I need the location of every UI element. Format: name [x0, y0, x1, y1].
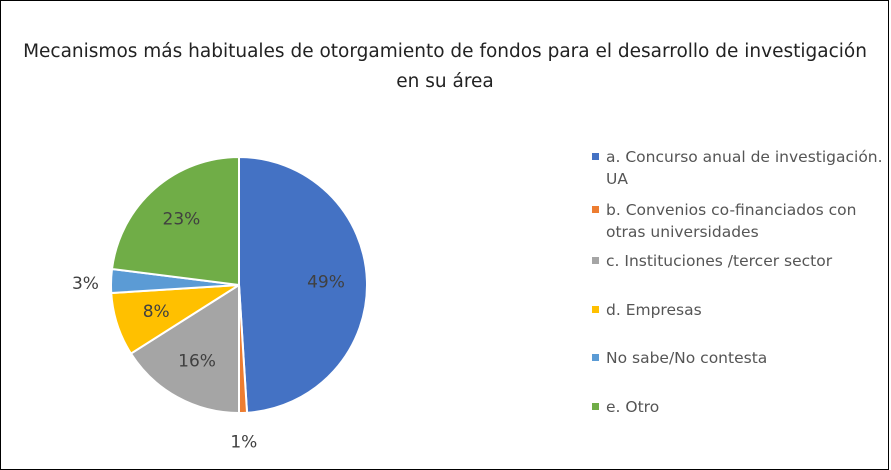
- legend-swatch: [592, 257, 599, 264]
- legend-item: d. Empresas: [592, 299, 886, 321]
- data-label: 23%: [163, 210, 201, 230]
- legend-item: No sabe/No contesta: [592, 347, 886, 369]
- legend-item: a. Concurso anual de investigación. UA: [592, 146, 886, 190]
- legend-swatch: [592, 354, 599, 361]
- data-label: 49%: [307, 272, 345, 292]
- legend-label: No sabe/No contesta: [606, 349, 768, 367]
- data-label: 16%: [178, 351, 216, 371]
- legend-label: e. Otro: [606, 398, 660, 416]
- legend-swatch: [592, 153, 599, 160]
- legend-label: b. Convenios co-financiados con otras un…: [606, 201, 857, 241]
- data-label: 8%: [143, 302, 170, 322]
- chart-title: Mecanismos más habituales de otorgamient…: [23, 41, 867, 92]
- pie-slice: [110, 155, 240, 287]
- pie-slice: [238, 155, 368, 414]
- pie-slice: [129, 283, 240, 415]
- legend-swatch: [592, 306, 599, 313]
- legend-swatch: [592, 206, 599, 213]
- legend-label: a. Concurso anual de investigación. UA: [606, 148, 883, 188]
- data-label: 3%: [72, 274, 99, 294]
- legend-label: c. Instituciones /tercer sector: [606, 252, 833, 270]
- legend-item: e. Otro: [592, 396, 886, 418]
- legend-item: b. Convenios co-financiados con otras un…: [592, 199, 886, 243]
- legend-swatch: [592, 403, 599, 410]
- legend-item: c. Instituciones /tercer sector: [592, 250, 886, 272]
- data-label: 1%: [230, 433, 257, 453]
- legend-label: d. Empresas: [606, 301, 702, 319]
